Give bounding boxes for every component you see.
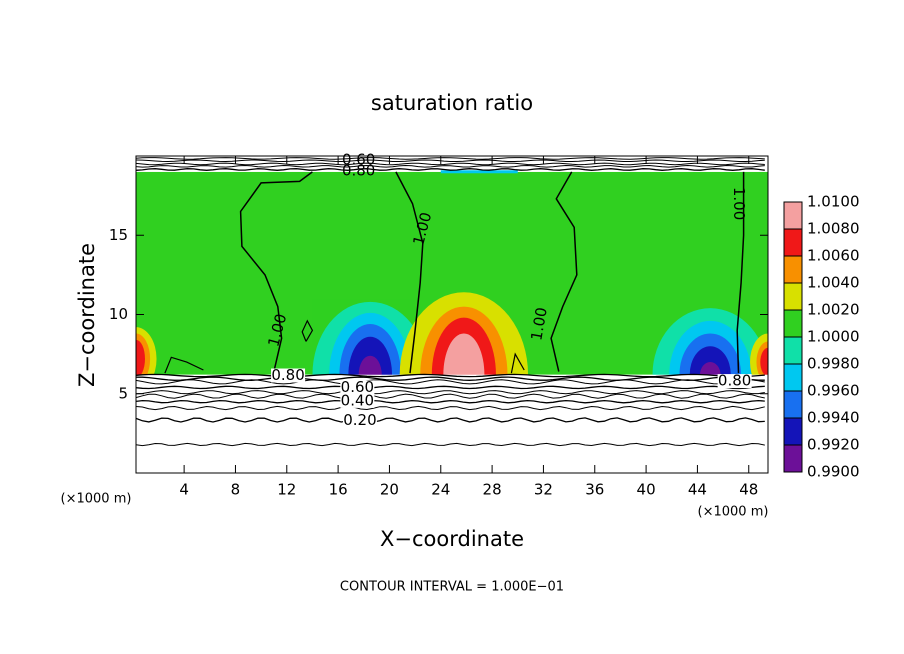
x-axis-label: X−coordinate: [380, 527, 524, 551]
contour-line: [550, 171, 578, 372]
field-empty: [136, 374, 768, 473]
contour-label: 0.20: [343, 411, 376, 429]
x-tick-label: 44: [688, 481, 707, 499]
chart-title: saturation ratio: [371, 91, 533, 115]
contour-label: 0.80: [342, 162, 375, 180]
colorbar-label: 1.0040: [807, 274, 860, 292]
colorbar-frame: [783, 201, 803, 473]
x-tick-label: 28: [483, 481, 502, 499]
contour-label: 1.00: [730, 187, 748, 220]
contour-note: CONTOUR INTERVAL = 1.000E−01: [340, 580, 564, 595]
y-tick-label: 15: [109, 226, 128, 244]
y-tick-label: 5: [118, 384, 128, 402]
colorbar-cell: [784, 418, 802, 445]
contour-label: 1.00: [527, 306, 551, 342]
contour-label: 0.60: [342, 150, 375, 168]
colorbar-cell: [784, 229, 802, 256]
field-band: [440, 170, 518, 174]
x-tick-label: 16: [329, 481, 348, 499]
contour-line: [135, 157, 765, 160]
colorbar-label: 0.9900: [807, 463, 860, 481]
contour-line: [135, 379, 765, 385]
colorbar-label: 0.9960: [807, 382, 860, 400]
colorbar-label: 0.9920: [807, 436, 860, 454]
colorbar-cell: [784, 445, 802, 472]
contour-label: 0.60: [341, 378, 374, 396]
colorbar-label: 0.9940: [807, 409, 860, 427]
x-tick-label: 20: [380, 481, 399, 499]
contour-label-bg: [271, 368, 306, 383]
contour-line: [135, 442, 765, 447]
contour-line: [395, 171, 424, 374]
x-tick-label: 24: [431, 481, 450, 499]
x-tick-label: 12: [277, 481, 296, 499]
contour-line: [135, 159, 765, 163]
contour-line: [135, 385, 765, 390]
contour-line: [135, 168, 765, 171]
contour-line: [301, 319, 314, 342]
field-band: [760, 347, 768, 377]
contour-line: [135, 399, 765, 404]
colorbar-label: 0.9980: [807, 355, 860, 373]
contour-line: [239, 171, 313, 372]
contour-line: [135, 393, 765, 399]
colorbar-cell: [784, 283, 802, 310]
contour-label-bg: [340, 380, 375, 395]
contour-line: [135, 390, 765, 395]
colorbar-label: 1.0020: [807, 301, 860, 319]
colorbar-cell: [784, 202, 802, 229]
field: [136, 156, 768, 473]
contour-label-bg: [342, 413, 377, 428]
colorbar-cell: [784, 391, 802, 418]
contour-line: [510, 352, 525, 374]
contour-line: [135, 373, 765, 378]
contour-label-bg: [717, 374, 752, 389]
contour-line: [135, 164, 765, 168]
colorbar-label: 1.0000: [807, 328, 860, 346]
contour-line: [164, 356, 204, 374]
contour-label: 0.80: [718, 372, 751, 390]
field-band: [136, 339, 145, 378]
x-tick-label: 40: [637, 481, 656, 499]
contour-line: [135, 417, 765, 423]
contour-line: [135, 162, 765, 166]
x-tick-label: 32: [534, 481, 553, 499]
x-tick-label: 48: [739, 481, 758, 499]
contour-label: 0.80: [271, 366, 304, 384]
x-tick-label: 4: [179, 481, 189, 499]
colorbar-cell: [784, 256, 802, 283]
overlay: 0.600.801.001.001.001.000.800.600.400.20…: [109, 150, 860, 498]
contour-line: [136, 376, 765, 381]
x-tick-label: 36: [585, 481, 604, 499]
y-unit: (×1000 m): [61, 492, 132, 507]
x-tick-label: 8: [231, 481, 241, 499]
colorbar-label: 1.0100: [807, 193, 860, 211]
colorbar-label: 1.0060: [807, 247, 860, 265]
contour-label: 0.40: [341, 391, 374, 409]
y-tick-label: 10: [109, 305, 128, 323]
contour-label-bg: [340, 393, 375, 408]
colorbar-cell: [784, 337, 802, 364]
contour-line: [135, 405, 765, 411]
contour-line: [736, 171, 745, 374]
colorbar-cell: [784, 310, 802, 337]
x-unit: (×1000 m): [698, 505, 769, 520]
y-axis-label: Z−coordinate: [75, 243, 99, 387]
colorbar-cell: [784, 364, 802, 391]
colorbar-label: 1.0080: [807, 220, 860, 238]
